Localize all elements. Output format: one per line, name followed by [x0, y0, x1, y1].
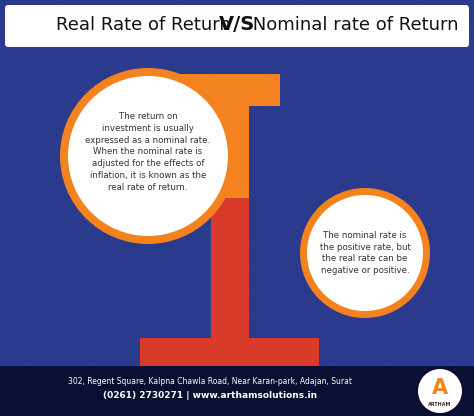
Circle shape — [300, 188, 430, 318]
Bar — [140, 338, 249, 366]
Bar — [0, 366, 474, 416]
Bar — [211, 106, 249, 198]
Bar — [180, 74, 280, 106]
Text: Real Rate of Return: Real Rate of Return — [56, 16, 237, 34]
Text: The nominal rate is
the positive rate, but
the real rate can be
negative or posi: The nominal rate is the positive rate, b… — [319, 231, 410, 275]
Text: V/S: V/S — [219, 15, 255, 35]
Bar — [249, 338, 319, 366]
Circle shape — [418, 369, 462, 413]
Bar — [211, 198, 249, 338]
Text: (0261) 2730271 | www.arthamsolutions.in: (0261) 2730271 | www.arthamsolutions.in — [103, 391, 317, 401]
Text: A: A — [432, 378, 448, 398]
Text: The return on
investment is usually
expressed as a nominal rate.
When the nomina: The return on investment is usually expr… — [85, 112, 210, 192]
Text: Nominal rate of Return: Nominal rate of Return — [247, 16, 458, 34]
Circle shape — [307, 195, 423, 311]
Text: 302, Regent Square, Kalpna Chawla Road, Near Karan-park, Adajan, Surat: 302, Regent Square, Kalpna Chawla Road, … — [68, 376, 352, 386]
FancyBboxPatch shape — [5, 5, 469, 47]
Circle shape — [68, 76, 228, 236]
Circle shape — [60, 68, 236, 244]
Text: ARTHAM: ARTHAM — [428, 401, 452, 406]
